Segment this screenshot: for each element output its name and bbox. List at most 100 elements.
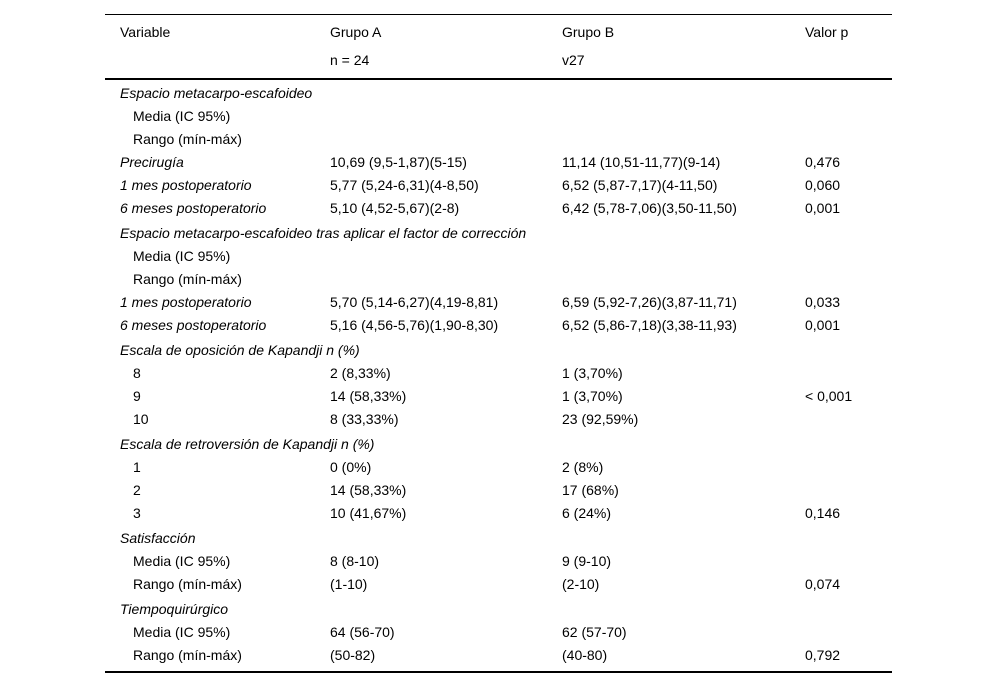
table-row: 6 meses postoperatorio 5,16 (4,56-5,76)(1…: [105, 314, 892, 337]
table-row: Rango (mín-máx): [105, 268, 892, 291]
cell-grupo-a: 14 (58,33%): [330, 482, 407, 498]
cell-grupo-b: [562, 268, 805, 291]
column-header-valor-p: Valor p: [805, 24, 849, 40]
cell-valor-p: 0,060: [805, 177, 841, 193]
cell-valor-p: [805, 456, 892, 479]
cell-valor-p: 0,033: [805, 294, 841, 310]
cell-variable: Espacio metacarpo-escafoideo tras aplica…: [120, 225, 527, 241]
cell-grupo-a: [330, 105, 562, 128]
table-row: Media (IC 95%) 8 (8-10) 9 (9-10): [105, 550, 892, 573]
table-row: Escala de oposición de Kapandji n (%): [105, 339, 892, 362]
cell-grupo-b: (2-10): [562, 576, 600, 592]
cell-valor-p: [805, 222, 892, 245]
cell-grupo-b: 6,42 (5,78-7,06)(3,50-11,50): [562, 200, 737, 216]
cell-valor-p: < 0,001: [805, 388, 853, 404]
cell-valor-p: [805, 479, 892, 502]
cell-valor-p: 0,001: [805, 200, 841, 216]
cell-grupo-a: 14 (58,33%): [330, 388, 407, 404]
cell-variable: Rango (mín-máx): [133, 576, 242, 592]
cell-valor-p: [805, 362, 892, 385]
cell-variable: Rango (mín-máx): [133, 647, 242, 663]
cell-grupo-b: (40-80): [562, 647, 608, 663]
results-table: Variable Grupo A Grupo B Valor p n = 24 …: [105, 14, 892, 673]
cell-grupo-b: [562, 433, 805, 456]
cell-variable: Precirugía: [120, 154, 184, 170]
cell-grupo-a: [330, 598, 562, 621]
cell-variable: 1 mes postoperatorio: [120, 177, 252, 193]
cell-grupo-b: [562, 105, 805, 128]
cell-variable: Media (IC 95%): [133, 553, 231, 569]
cell-valor-p: 0,792: [805, 647, 841, 663]
cell-grupo-a: [330, 339, 562, 362]
cell-grupo-b: 17 (68%): [562, 482, 619, 498]
cell-grupo-b: 1 (3,70%): [562, 388, 623, 404]
cell-variable: 9: [133, 388, 141, 404]
cell-valor-p: [805, 128, 892, 151]
cell-grupo-b: [562, 222, 805, 245]
cell-grupo-b: [562, 527, 805, 550]
cell-grupo-a: 64 (56-70): [330, 624, 395, 640]
cell-variable: Escala de oposición de Kapandji n (%): [120, 342, 360, 358]
cell-variable: Escala de retroversión de Kapandji n (%): [120, 436, 375, 452]
cell-grupo-a: [330, 222, 562, 245]
cell-valor-p: [805, 527, 892, 550]
table-row: 6 meses postoperatorio 5,10 (4,52-5,67)(2…: [105, 197, 892, 220]
cell-valor-p: [805, 598, 892, 621]
cell-grupo-b: [562, 598, 805, 621]
cell-grupo-b: 6 (24%): [562, 505, 612, 521]
cell-variable: Media (IC 95%): [133, 248, 231, 264]
cell-grupo-a: 8 (8-10): [330, 553, 380, 569]
cell-grupo-b: 6,52 (5,87-7,17)(4-11,50): [562, 177, 718, 193]
cell-grupo-a: [330, 245, 562, 268]
cell-grupo-b: 23 (92,59%): [562, 411, 639, 427]
cell-valor-p: 0,001: [805, 317, 841, 333]
cell-valor-p: [805, 339, 892, 362]
cell-grupo-a: [330, 433, 562, 456]
cell-variable: 6 meses postoperatorio: [120, 200, 267, 216]
cell-grupo-a: 5,10 (4,52-5,67)(2-8): [330, 200, 460, 216]
table-row: Media (IC 95%): [105, 105, 892, 128]
cell-variable: Rango (mín-máx): [133, 271, 242, 287]
table-row: 10 8 (33,33%) 23 (92,59%): [105, 408, 892, 431]
cell-grupo-b: [562, 339, 805, 362]
table-row: Espacio metacarpo-escafoideo: [105, 82, 892, 105]
cell-grupo-b: [562, 245, 805, 268]
table-body: Espacio metacarpo-escafoideo Media (IC 95…: [105, 82, 892, 671]
cell-valor-p: [805, 550, 892, 573]
cell-grupo-a: 2 (8,33%): [330, 365, 391, 381]
cell-variable: Media (IC 95%): [133, 624, 231, 640]
column-subheader-grupo-b-n: v27: [562, 52, 585, 68]
table-row: 2 14 (58,33%) 17 (68%): [105, 479, 892, 502]
cell-variable: Media (IC 95%): [133, 108, 231, 124]
table-row: 3 10 (41,67%) 6 (24%) 0,146: [105, 502, 892, 525]
cell-grupo-b: 62 (57-70): [562, 624, 627, 640]
table-row: Tiempoquirúrgico: [105, 598, 892, 621]
cell-grupo-b: [562, 128, 805, 151]
table-row: Media (IC 95%) 64 (56-70) 62 (57-70): [105, 621, 892, 644]
table-row: 8 2 (8,33%) 1 (3,70%): [105, 362, 892, 385]
column-subheader-variable: [105, 46, 330, 74]
cell-grupo-a: [330, 527, 562, 550]
cell-valor-p: 0,476: [805, 154, 841, 170]
cell-variable: 10: [133, 411, 149, 427]
cell-variable: Tiempoquirúrgico: [120, 601, 229, 617]
cell-grupo-b: 9 (9-10): [562, 553, 612, 569]
cell-grupo-b: 2 (8%): [562, 459, 604, 475]
table-row: Rango (mín-máx) (1-10) (2-10) 0,074: [105, 573, 892, 596]
table-row: 9 14 (58,33%) 1 (3,70%) < 0,001: [105, 385, 892, 408]
cell-variable: 6 meses postoperatorio: [120, 317, 267, 333]
cell-grupo-a: [330, 128, 562, 151]
cell-grupo-a: 5,16 (4,56-5,76)(1,90-8,30): [330, 317, 499, 333]
cell-valor-p: [805, 82, 892, 105]
column-header-grupo-a: Grupo A: [330, 24, 382, 40]
cell-grupo-a: (50-82): [330, 647, 376, 663]
cell-variable: 1 mes postoperatorio: [120, 294, 252, 310]
cell-variable: 1: [133, 459, 141, 475]
cell-valor-p: [805, 433, 892, 456]
table-row: Escala de retroversión de Kapandji n (%): [105, 433, 892, 456]
table-row: Satisfacción: [105, 527, 892, 550]
table-row: Rango (mín-máx): [105, 128, 892, 151]
cell-grupo-a: 10,69 (9,5-1,87)(5-15): [330, 154, 467, 170]
cell-valor-p: 0,146: [805, 505, 841, 521]
